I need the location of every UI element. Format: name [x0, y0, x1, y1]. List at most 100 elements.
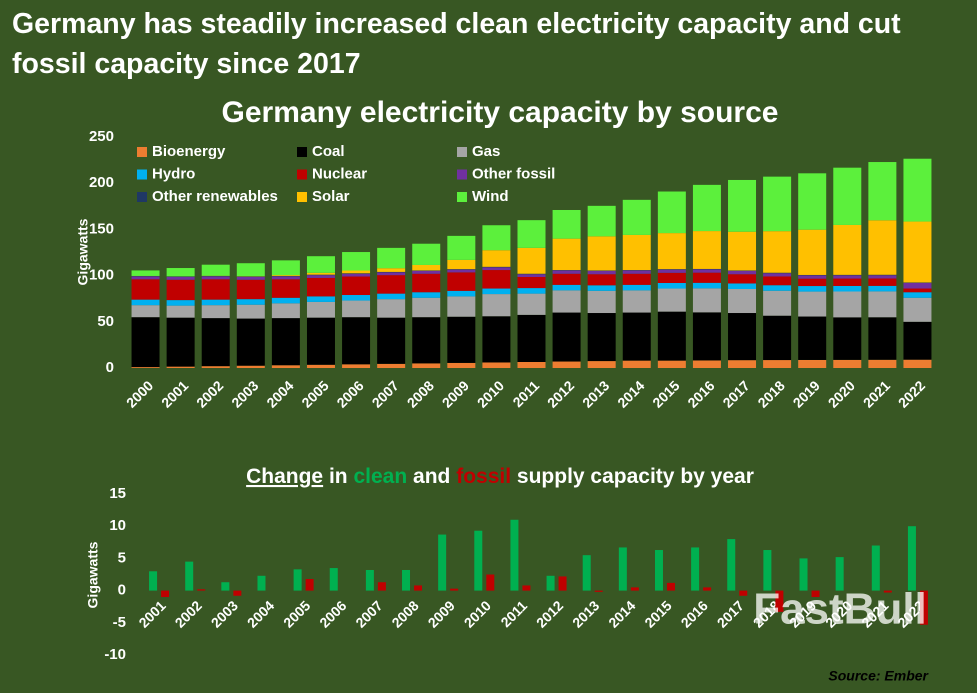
bar-segment: [201, 366, 230, 368]
bar: [438, 534, 447, 591]
x-tick-label: 2008: [388, 597, 421, 630]
bar-segment: [166, 279, 195, 301]
bar-segment: [903, 292, 932, 298]
bar-segment: [271, 276, 300, 280]
bar-segment: [201, 318, 230, 367]
bar: [161, 590, 170, 598]
bar: [582, 555, 591, 591]
bar-segment: [728, 283, 757, 289]
x-tick-label: 2005: [298, 377, 331, 410]
watermark: FastBull: [753, 585, 927, 634]
bar-segment: [833, 224, 862, 275]
bar-segment: [728, 179, 757, 232]
y-tick-label: -5: [113, 614, 126, 631]
bar-segment: [412, 243, 441, 265]
bar-segment: [131, 276, 160, 280]
x-tick-label: 2011: [497, 597, 530, 630]
bar-segment: [131, 270, 160, 276]
legend-swatch: [297, 147, 307, 157]
bar: [546, 575, 555, 591]
bar-segment: [868, 317, 897, 360]
legend-swatch: [457, 147, 467, 157]
y-tick-label: 0: [106, 359, 114, 376]
bar-segment: [622, 199, 651, 235]
bar: [739, 590, 748, 596]
bar-segment: [798, 275, 827, 279]
bar-segment: [342, 300, 371, 318]
bar-segment: [377, 268, 406, 272]
x-tick-label: 2001: [135, 597, 168, 630]
bar-segment: [236, 263, 265, 277]
bar-segment: [587, 270, 616, 275]
bar-segment: [412, 297, 441, 318]
bar-segment: [868, 291, 897, 318]
bar-segment: [131, 305, 160, 318]
bar-segment: [728, 313, 757, 361]
y-tick-label: 50: [97, 313, 114, 330]
bar-segment: [622, 273, 651, 285]
bar: [185, 561, 194, 591]
bar-segment: [412, 317, 441, 364]
bar-segment: [692, 184, 721, 232]
bar-segment: [306, 256, 335, 273]
y-tick-label: 5: [118, 549, 126, 566]
legend-label: Other fossil: [472, 165, 555, 182]
y-tick-label: 15: [109, 485, 126, 502]
y-axis-title: Gigawatts: [75, 218, 91, 285]
bar-segment: [306, 275, 335, 278]
x-tick-label: 2001: [158, 377, 191, 410]
bar: [871, 545, 880, 591]
bar-segment: [412, 270, 441, 274]
bar-segment: [728, 288, 757, 314]
bar-segment: [342, 364, 371, 368]
bar-segment: [763, 360, 792, 368]
bar-segment: [868, 359, 897, 368]
x-tick-label: 2013: [569, 597, 602, 630]
bar-segment: [903, 359, 932, 368]
x-tick-label: 2008: [404, 377, 437, 410]
bar-segment: [833, 167, 862, 225]
bar-segment: [447, 272, 476, 291]
bar: [594, 590, 603, 592]
bar-segment: [166, 305, 195, 318]
bar: [510, 519, 519, 591]
bar: [763, 550, 772, 591]
bar-segment: [377, 293, 406, 300]
legend-label: Hydro: [152, 165, 195, 182]
bar-segment: [903, 321, 932, 360]
x-tick-label: 2011: [509, 377, 542, 410]
y-tick-label: 100: [89, 267, 114, 284]
bar-segment: [271, 303, 300, 319]
bar: [293, 569, 302, 591]
bar-segment: [692, 312, 721, 361]
bar-segment: [412, 264, 441, 271]
bar-segment: [412, 363, 441, 368]
x-tick-label: 2002: [193, 377, 226, 410]
bar-segment: [587, 285, 616, 291]
bar-segment: [271, 279, 300, 298]
title-part: clean: [353, 465, 407, 488]
bar-segment: [763, 285, 792, 291]
x-tick-label: 2022: [895, 377, 928, 410]
bar-segment: [798, 229, 827, 275]
bar: [691, 547, 700, 591]
bar-segment: [903, 282, 932, 289]
bar-segment: [517, 293, 546, 315]
x-tick-label: 2002: [172, 597, 205, 630]
bar-segment: [868, 275, 897, 279]
bar: [377, 582, 386, 591]
bar-segment: [342, 273, 371, 277]
bar-segment: [201, 305, 230, 319]
x-tick-label: 2005: [280, 597, 313, 630]
x-tick-label: 2006: [333, 377, 366, 410]
bar-segment: [657, 282, 686, 289]
bar-segment: [798, 173, 827, 230]
bar-segment: [482, 250, 511, 267]
bar-segment: [657, 269, 686, 273]
bar-segment: [236, 299, 265, 305]
bar: [775, 590, 784, 612]
bar-segment: [587, 205, 616, 237]
bar-segment: [166, 366, 195, 368]
bar-segment: [166, 276, 195, 280]
bar-segment: [763, 231, 792, 273]
